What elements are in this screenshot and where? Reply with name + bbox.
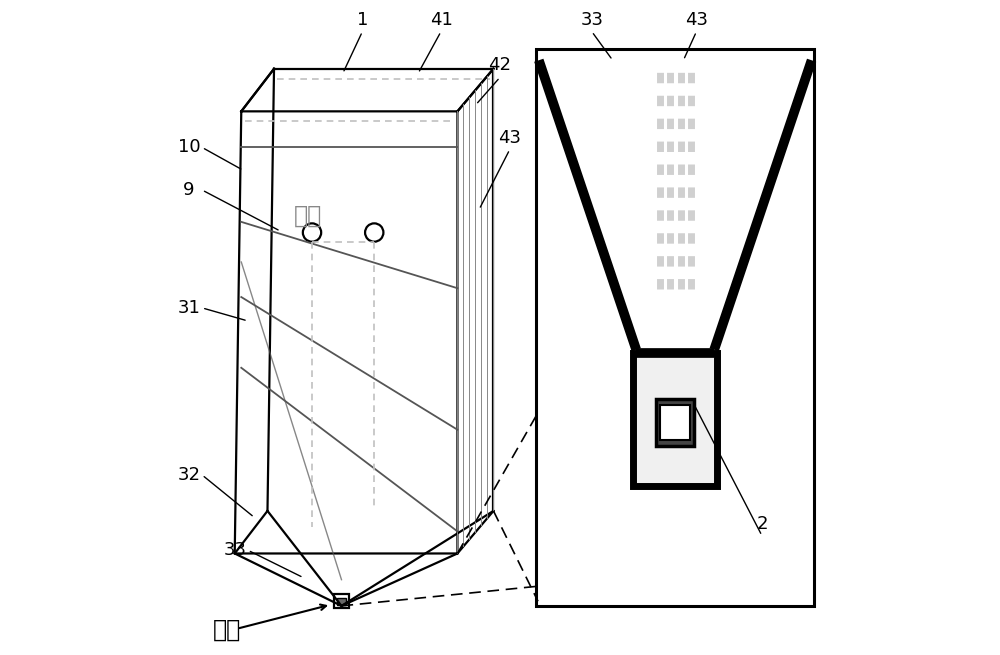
Text: 33: 33 xyxy=(580,10,603,29)
Bar xyxy=(337,598,346,605)
Text: 正面: 正面 xyxy=(294,204,322,228)
Text: 底面: 底面 xyxy=(213,618,241,642)
Text: 41: 41 xyxy=(430,10,452,29)
Bar xyxy=(633,352,717,486)
Text: 2: 2 xyxy=(756,515,768,533)
Bar xyxy=(334,594,349,608)
Text: 31: 31 xyxy=(177,299,200,317)
Text: 10: 10 xyxy=(178,138,200,157)
Text: 43: 43 xyxy=(685,10,708,29)
Text: 9: 9 xyxy=(183,181,195,199)
Text: 43: 43 xyxy=(498,128,521,147)
Text: 32: 32 xyxy=(177,466,200,484)
Text: 42: 42 xyxy=(488,56,512,75)
Bar xyxy=(660,405,690,440)
Text: 1: 1 xyxy=(357,10,368,29)
Bar xyxy=(656,400,694,446)
Bar xyxy=(536,49,814,606)
Text: 33: 33 xyxy=(223,541,246,559)
